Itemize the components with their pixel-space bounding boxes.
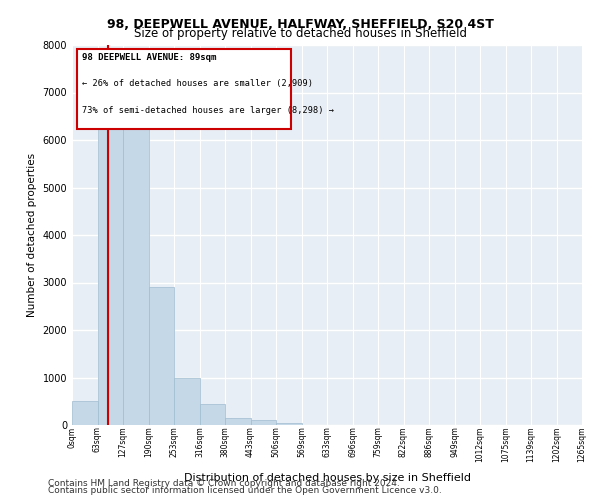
Bar xyxy=(72,401,97,425)
FancyBboxPatch shape xyxy=(77,49,291,128)
Text: 73% of semi-detached houses are larger (8,298) →: 73% of semi-detached houses are larger (… xyxy=(82,106,334,115)
Text: 98, DEEPWELL AVENUE, HALFWAY, SHEFFIELD, S20 4ST: 98, DEEPWELL AVENUE, HALFWAY, SHEFFIELD,… xyxy=(107,18,493,30)
Bar xyxy=(199,404,225,425)
Y-axis label: Number of detached properties: Number of detached properties xyxy=(27,153,37,317)
Bar xyxy=(97,118,123,425)
Bar xyxy=(174,378,199,425)
Text: 98 DEEPWELL AVENUE: 89sqm: 98 DEEPWELL AVENUE: 89sqm xyxy=(82,52,217,62)
Text: Contains HM Land Registry data © Crown copyright and database right 2024.: Contains HM Land Registry data © Crown c… xyxy=(48,478,400,488)
Text: Size of property relative to detached houses in Sheffield: Size of property relative to detached ho… xyxy=(133,28,467,40)
Bar xyxy=(149,287,174,425)
Bar xyxy=(251,420,276,425)
Bar xyxy=(276,422,302,425)
Text: Contains public sector information licensed under the Open Government Licence v3: Contains public sector information licen… xyxy=(48,486,442,495)
Bar xyxy=(123,118,149,425)
Bar xyxy=(225,418,251,425)
X-axis label: Distribution of detached houses by size in Sheffield: Distribution of detached houses by size … xyxy=(184,473,470,483)
Text: ← 26% of detached houses are smaller (2,909): ← 26% of detached houses are smaller (2,… xyxy=(82,79,313,88)
